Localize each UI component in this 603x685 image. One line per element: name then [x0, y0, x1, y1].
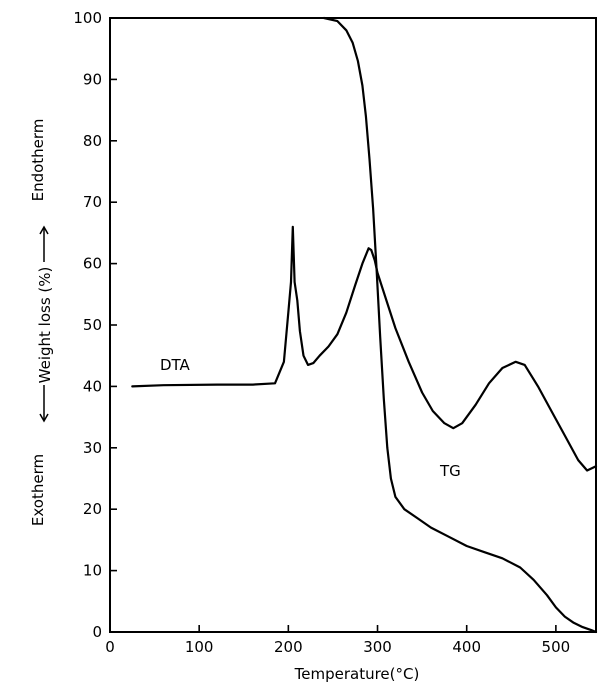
y-tick-label: 90: [83, 70, 102, 88]
tg-series-label: TG: [439, 462, 461, 480]
y-axis-weight-label: Weight loss (%): [36, 267, 54, 384]
dta-series-label: DTA: [160, 356, 191, 374]
x-tick-label: 400: [452, 638, 481, 656]
y-tick-label: 80: [83, 132, 102, 150]
exotherm-label-group: Exotherm: [29, 454, 47, 526]
y-axis-ticks: 0 10 20 30 40 50 60 70 80 90 100: [73, 9, 117, 641]
endotherm-arrow-icon: [39, 225, 49, 262]
exotherm-arrow-icon: [39, 385, 49, 423]
y-tick-label: 60: [83, 255, 102, 273]
endotherm-label: Endotherm: [29, 119, 47, 202]
y-tick-label: 40: [83, 377, 102, 395]
exotherm-label: Exotherm: [29, 454, 47, 526]
y-tick-label: 0: [92, 623, 102, 641]
y-tick-label: 20: [83, 500, 102, 518]
y-tick-label: 10: [83, 562, 102, 580]
x-tick-label: 100: [185, 638, 214, 656]
plot-frame: [109, 17, 597, 633]
y-tick-label: 100: [73, 9, 102, 27]
x-tick-label: 300: [363, 638, 392, 656]
x-axis-ticks: 0 100 200 300 400 500: [105, 625, 570, 656]
series-line-dta: [131, 225, 598, 472]
y-axis-title-group: Weight loss (%): [36, 267, 54, 384]
y-tick-label: 70: [83, 193, 102, 211]
series-line-tg: [322, 16, 598, 634]
series-curves: [131, 16, 598, 634]
x-tick-label: 500: [542, 638, 571, 656]
x-axis-title: Temperature(°C): [294, 665, 420, 683]
y-tick-label: 30: [83, 439, 102, 457]
y-tick-label: 50: [83, 316, 102, 334]
x-tick-label: 200: [274, 638, 303, 656]
endotherm-label-group: Endotherm: [29, 119, 47, 202]
x-tick-label: 0: [105, 638, 115, 656]
